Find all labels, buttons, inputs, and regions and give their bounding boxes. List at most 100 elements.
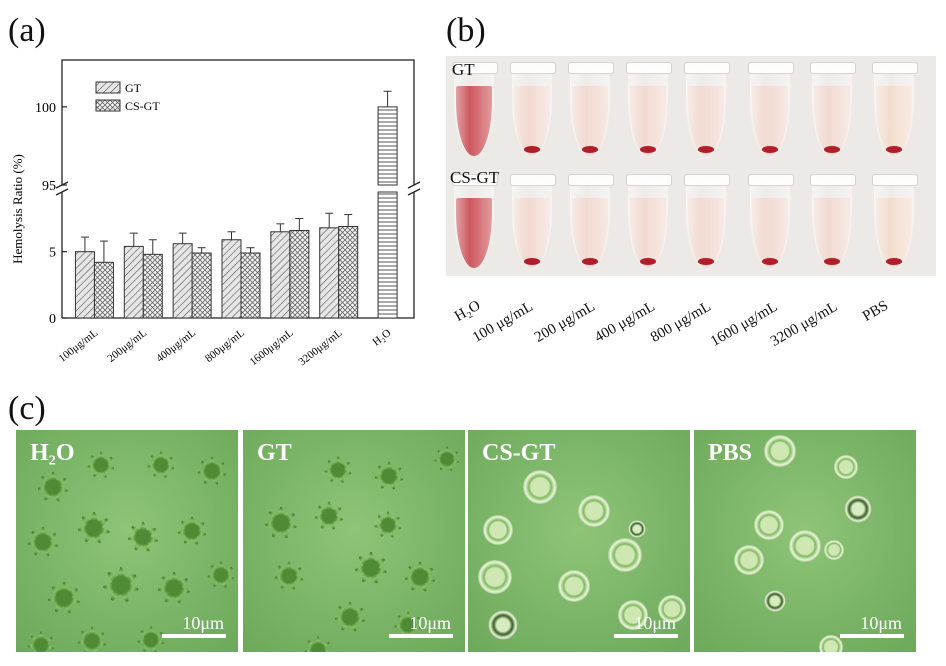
scale-bar [389,634,453,638]
rbc-pellet [640,146,656,153]
tube-row-cs-gt: CS-GT [446,168,936,276]
tube-body [570,70,610,158]
tube [684,174,730,270]
legend-swatch [95,99,121,112]
scale-bar [614,634,678,638]
rbc-pellet [762,258,778,265]
echinocyte-cell [263,505,299,541]
tube-cap [810,174,856,186]
micrograph-gt: GT 10μm [243,430,465,652]
y-tick-label: 100 [35,101,56,116]
scale-bar-label: 10μm [860,613,902,633]
red-blood-cell [824,540,844,560]
tube-label: 800 μg/mL [648,298,714,347]
rbc-pellet [886,258,902,265]
red-blood-cell [483,515,513,545]
echinocyte-cell [323,455,353,485]
legend-label: GT [125,81,142,95]
tube-label: PBS [860,297,892,325]
tube [748,174,794,270]
x-tick-label: 400μg/mL [154,327,198,365]
tube-label: H₂O [452,297,484,325]
bar [93,261,114,319]
red-blood-cell [488,610,518,640]
echinocyte-cell [136,625,166,652]
tube-body [750,70,790,158]
echinocyte-cell [403,560,437,594]
red-blood-cell [628,520,646,538]
tube [872,174,918,270]
rbc-pellet [698,258,714,265]
tube [872,62,918,158]
bar [123,245,144,319]
red-blood-cell [764,435,796,467]
tube-cap [748,174,794,186]
tube-body [628,70,668,158]
y-tick-label: 95 [42,179,56,194]
tube-cap [568,62,614,74]
bar [191,252,212,319]
tube-cap [684,174,730,186]
red-blood-cell [754,510,784,540]
micrograph-label: H₂O [30,440,75,466]
y-tick-label: 5 [49,246,56,261]
red-blood-cell [618,600,648,630]
tube-photograph: GT CS-GT [446,56,936,276]
rbc-pellet [824,258,840,265]
red-blood-cell [658,595,686,623]
panel-label-a: (a) [8,12,46,49]
tube-cap [510,62,556,74]
tube-body [512,70,552,158]
bar [319,227,340,319]
bar [142,253,163,319]
rbc-pellet [698,146,714,153]
tube [626,174,672,270]
rbc-pellet [582,258,598,265]
red-blood-cell [734,545,764,575]
panel-label-b: (b) [446,12,486,49]
tube [684,62,730,158]
bar [377,191,398,319]
echinocyte-cell [26,630,56,652]
x-tick-label: 1600μg/mL [248,327,296,368]
tube-cap [452,174,498,186]
tube-body [812,70,852,158]
tube [510,62,556,158]
red-blood-cell [819,635,843,652]
tube-body [812,182,852,270]
x-tick-label: 100μg/mL [56,327,100,365]
scale-bar-label: 10μm [409,613,451,633]
rbc-pellet [762,146,778,153]
tube [810,62,856,158]
bar [74,251,95,319]
echinocyte-cell [76,510,112,546]
echinocyte-cell [46,580,82,616]
red-blood-cell [608,538,642,572]
tube-body [512,182,552,270]
tube [748,62,794,158]
bar [240,252,261,319]
echinocyte-cell [146,450,176,480]
micrograph-pbs: PBS 10μm [694,430,916,652]
tube-label: 200 μg/mL [532,298,598,347]
scale-bar [840,634,904,638]
legend-swatch [95,81,121,94]
rbc-pellet [582,146,598,153]
tube-body [628,182,668,270]
echinocyte-cell [373,510,403,540]
tube [568,174,614,270]
echinocyte-cell [36,470,70,504]
red-blood-cell [834,455,858,479]
scale-bar-label: 10μm [634,613,676,633]
tube [452,62,498,158]
tube-body [454,70,494,158]
scale-bar [162,634,226,638]
red-blood-cell [844,495,872,523]
echinocyte-cell [273,560,305,592]
x-tick-label: 3200μg/mL [296,327,344,368]
x-tick-label: 800μg/mL [203,327,247,365]
micrograph-cs-gt: CS-GT 10μm [468,430,690,652]
micrograph-label: GT [257,440,292,466]
tube-body [570,182,610,270]
tube-body [454,182,494,270]
